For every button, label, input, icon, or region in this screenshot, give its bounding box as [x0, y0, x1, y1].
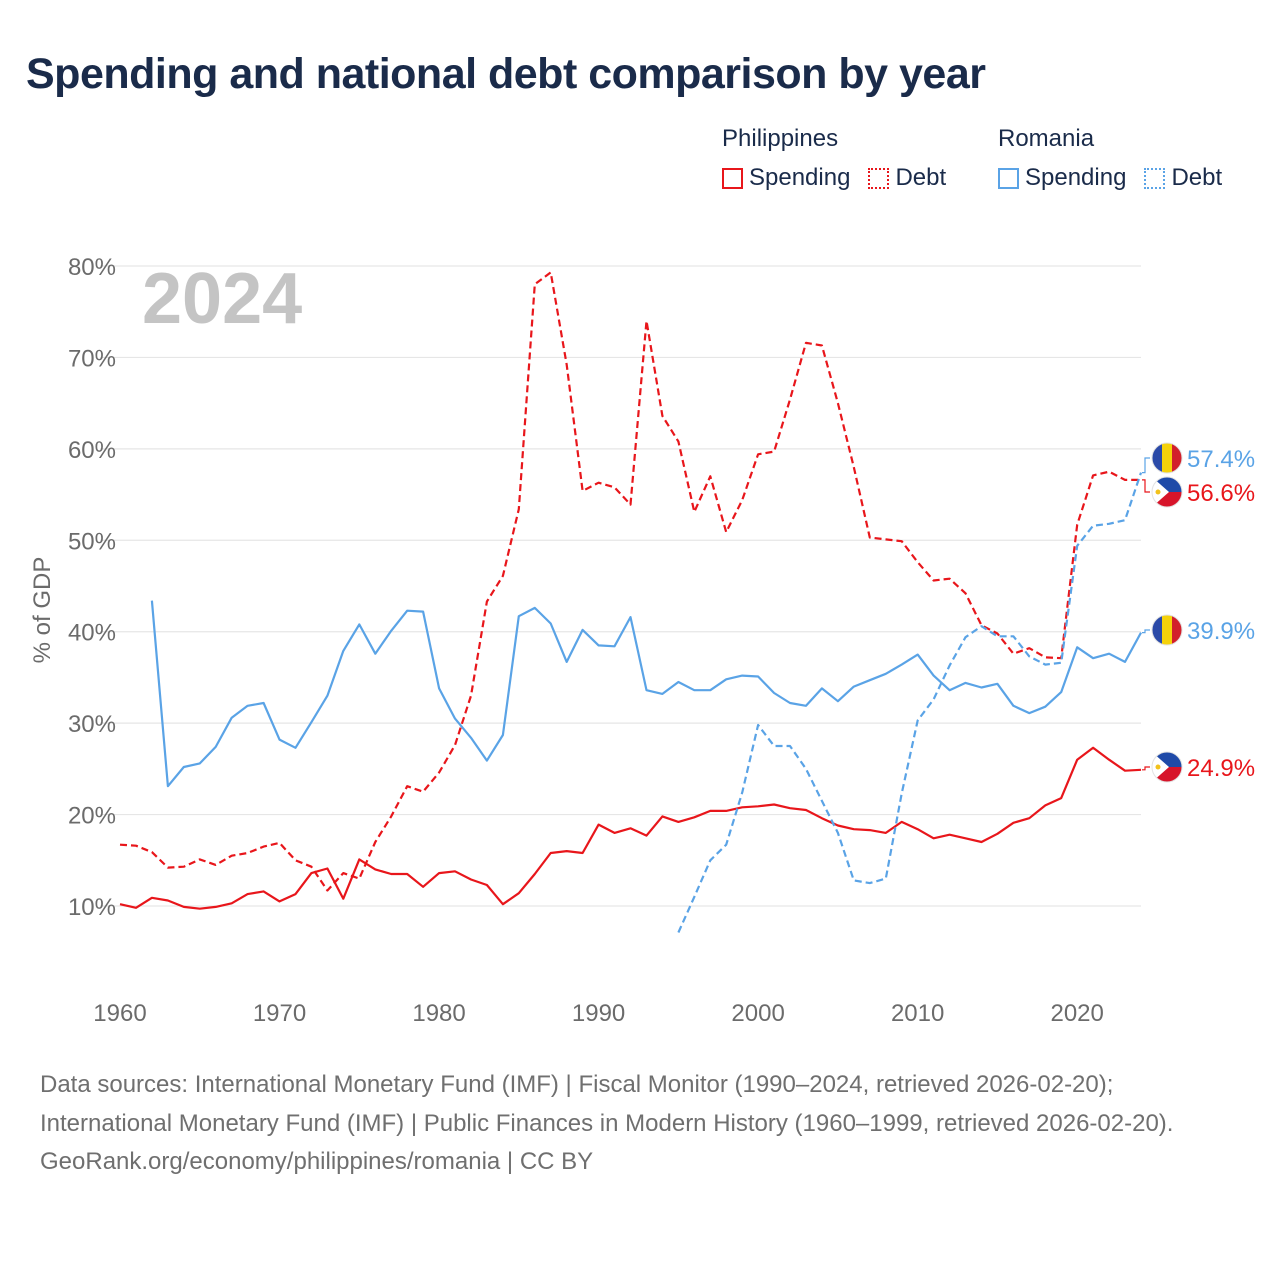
leader-line — [1142, 479, 1150, 493]
end-marker-romania-debt: 57.4% — [1142, 442, 1255, 474]
legend-country-philippines: Philippines — [722, 125, 839, 152]
legend-label: Spending — [749, 164, 851, 191]
legend-swatch-dotted-red — [868, 167, 890, 189]
leader-line — [1142, 766, 1150, 771]
philippines-flag-icon — [1151, 751, 1183, 783]
x-tick-label: 2000 — [731, 1000, 784, 1027]
end-markers: 24.9% 56.6% 39.9% 57.4% — [1142, 442, 1255, 783]
legend-label: Debt — [1171, 164, 1223, 191]
x-tick-label: 2020 — [1050, 1000, 1103, 1027]
y-axis-ticks: 10% 20% 30% 40% 50% 60% 70% 80% — [68, 254, 116, 921]
y-tick-label: 80% — [68, 254, 116, 281]
legend-philippines-spending[interactable]: Spending — [722, 164, 850, 192]
legend-swatch-dotted-blue — [1144, 167, 1166, 189]
y-tick-label: 60% — [68, 437, 116, 464]
legend-label: Debt — [895, 164, 947, 191]
x-tick-label: 2010 — [891, 1000, 944, 1027]
end-marker-philippines-debt: 56.6% — [1142, 476, 1255, 508]
year-watermark: 2024 — [142, 259, 302, 339]
end-marker-romania-spending: 39.9% — [1142, 614, 1255, 646]
philippines-flag-icon — [1151, 476, 1183, 508]
series-line-philippines-debt — [119, 271, 1141, 892]
end-value-label: 39.9% — [1187, 618, 1255, 645]
y-tick-label: 10% — [68, 894, 116, 921]
gridlines — [100, 265, 1141, 907]
end-value-label: 56.6% — [1187, 480, 1255, 507]
romania-flag-icon — [1151, 614, 1183, 646]
series-line-romania-spending — [150, 600, 1142, 788]
line-chart: 10% 20% 30% 40% 50% 60% 70% 80% 1960 1970 1980 199… — [29, 254, 1255, 1027]
chart-title: Spending and national debt comparison by… — [26, 50, 986, 98]
legend-romania-debt[interactable]: Debt — [1144, 164, 1222, 192]
y-tick-label: 50% — [68, 528, 116, 555]
series-line-romania-debt — [677, 472, 1143, 933]
legend-philippines: Philippines Spending Debt — [722, 122, 946, 192]
x-axis-ticks: 1960 1970 1980 1990 2000 2010 2020 — [93, 1000, 1104, 1027]
y-tick-label: 30% — [68, 711, 116, 738]
sources: Data sources: International Monetary Fun… — [40, 1066, 1240, 1182]
legend-country-romania: Romania — [998, 125, 1095, 152]
end-marker-philippines-spending: 24.9% — [1142, 751, 1255, 783]
x-tick-label: 1990 — [572, 1000, 625, 1027]
attribution-link[interactable]: GeoRank.org/economy/philippines/romania … — [40, 1148, 594, 1175]
romania-flag-icon — [1151, 442, 1183, 474]
y-tick-label: 40% — [68, 620, 116, 647]
legend-swatch-solid-blue — [998, 167, 1019, 189]
series-line-philippines-spending — [119, 746, 1142, 910]
x-tick-label: 1960 — [93, 1000, 146, 1027]
legend-philippines-debt[interactable]: Debt — [868, 164, 946, 192]
legend-romania: Romania Spending Debt — [998, 122, 1222, 192]
leader-line — [1142, 629, 1150, 634]
legend-swatch-solid-red — [722, 167, 743, 189]
data-sources-text: Data sources: International Monetary Fun… — [40, 1071, 1174, 1137]
end-value-label: 57.4% — [1187, 446, 1255, 473]
x-tick-label: 1970 — [253, 1000, 306, 1027]
legend-label: Spending — [1025, 164, 1127, 191]
y-axis-label: % of GDP — [29, 557, 56, 664]
x-tick-label: 1980 — [412, 1000, 465, 1027]
end-value-label: 24.9% — [1187, 755, 1255, 782]
y-tick-label: 20% — [68, 803, 116, 830]
series-lines — [119, 271, 1143, 933]
legend-romania-spending[interactable]: Spending — [998, 164, 1126, 192]
y-tick-label: 70% — [68, 345, 116, 372]
leader-line — [1142, 457, 1150, 474]
